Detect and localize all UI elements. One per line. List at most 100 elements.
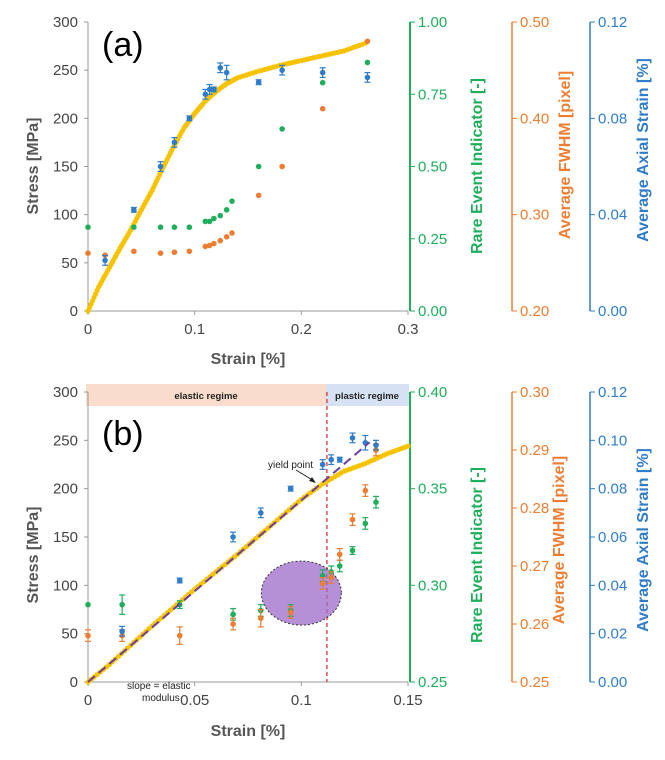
b-strain-point: [336, 456, 343, 463]
b-rare-point: [373, 499, 379, 506]
b-strain-tick-label: 0.08: [598, 481, 627, 498]
b-fwhm-point: [328, 574, 335, 581]
b-x-tick-label: 0: [84, 692, 92, 709]
b-stress-tick-label: 50: [61, 626, 78, 643]
a-strain-point: [102, 257, 108, 264]
panel-a-label: (a): [102, 26, 144, 64]
panel-b: elastic regime plastic regime 0 50 100 150 2…: [25, 384, 652, 740]
b-rare-tick-label: 0.35: [418, 481, 447, 498]
b-fwhm-point: [85, 632, 91, 639]
a-x-tick-label: 0: [84, 321, 92, 338]
a-rare-point: [229, 198, 235, 204]
a-rare-point: [171, 224, 178, 230]
a-rare-tick-label: 0.50: [418, 159, 447, 176]
a-fwhm-point: [157, 250, 164, 256]
a-stress-tick-label: 50: [61, 255, 78, 272]
elastic-regime-band: [86, 384, 326, 406]
a-strain-point: [171, 139, 178, 146]
b-stress-tick-label: 150: [53, 529, 78, 546]
a-strain-point: [206, 86, 213, 93]
b-fwhm-tick-label: 0.30: [520, 384, 549, 401]
panel-a-stress-axis-label: Stress [MPa]: [25, 118, 42, 215]
b-x-tick-label: 0.05: [180, 692, 209, 709]
a-rare-point: [202, 218, 209, 225]
a-strain-point: [255, 79, 262, 86]
plastic-regime-band: [326, 384, 409, 406]
panel-a-rare-axis-label: Rare Event Indicator [-]: [469, 78, 486, 254]
a-rare-point: [131, 224, 137, 230]
b-fwhm-point: [336, 551, 343, 558]
yield-point-arrowhead: [309, 477, 316, 483]
a-fwhm-tick-label: 0.40: [520, 110, 549, 127]
b-strain-tick-label: 0.04: [598, 577, 627, 594]
a-rare-point: [157, 224, 164, 230]
a-rare-tick-label: 0.25: [418, 231, 447, 248]
b-fwhm-point: [176, 632, 183, 639]
b-strain-point: [287, 485, 294, 492]
b-rare-tick-label: 0.40: [418, 384, 447, 401]
a-stress-tick-label: 150: [53, 159, 78, 176]
a-strain-tick-label: 0.08: [598, 110, 627, 127]
a-rare-tick-label: 1.00: [418, 14, 447, 31]
a-fwhm-point: [206, 242, 213, 249]
b-strain-tick-label: 0.06: [598, 529, 627, 546]
a-rare-point: [319, 79, 326, 86]
a-rare-point: [217, 212, 224, 219]
a-fwhm-point: [211, 240, 217, 247]
a-fwhm-point: [186, 248, 193, 255]
b-stress-tick-label: 300: [53, 384, 78, 401]
a-rare-point: [223, 207, 230, 213]
a-fwhm-point: [229, 230, 235, 236]
panel-b-stress-axis-label: Stress [MPa]: [25, 507, 42, 604]
elastic-regime-label: elastic regime: [174, 391, 237, 402]
b-strain-tick-label: 0.00: [598, 674, 627, 691]
a-strain-point: [211, 86, 217, 93]
a-rare-point: [364, 59, 371, 66]
a-strain-point: [131, 207, 137, 213]
a-fwhm-tick-label: 0.30: [520, 207, 549, 224]
a-strain-point: [202, 91, 209, 98]
a-strain-point: [364, 74, 371, 81]
b-stress-tick-label: 250: [53, 432, 78, 449]
b-rare-tick-label: 0.30: [418, 577, 447, 594]
b-fwhm-point: [319, 580, 326, 587]
b-x-tick-label: 0.1: [291, 692, 312, 709]
a-stress-tick-label: 100: [53, 207, 78, 224]
a-fwhm-point: [223, 234, 230, 240]
b-stress-tick-label: 0: [70, 674, 78, 691]
a-rare-tick-label: 0.00: [418, 303, 447, 320]
b-strain-point: [349, 435, 356, 441]
b-x-tick-label: 0.15: [393, 692, 422, 709]
b-rare-point: [119, 601, 125, 608]
plastic-regime-label: plastic regime: [335, 391, 399, 402]
a-fwhm-point: [319, 105, 326, 112]
b-strain-point: [328, 456, 335, 463]
b-stress-tick-label: 200: [53, 481, 78, 498]
b-fwhm-tick-label: 0.25: [520, 674, 549, 691]
panel-b-fwhm-axis-label: Average FWHM [pixel]: [551, 456, 568, 624]
panel-a-x-axis-label: Strain [%]: [211, 351, 286, 368]
slope-annotation-line2: modulus: [142, 693, 180, 704]
b-strain-point: [258, 510, 264, 516]
a-strain-tick-label: 0.04: [598, 207, 627, 224]
b-fwhm-tick-label: 0.29: [520, 442, 549, 459]
a-stress-tick-label: 0: [70, 303, 78, 320]
a-fwhm-point: [131, 248, 137, 255]
a-fwhm-tick-label: 0.20: [520, 303, 549, 320]
b-strain-point: [230, 534, 236, 540]
a-strain-point: [217, 64, 224, 71]
a-x-tick-label: 0.1: [184, 321, 205, 338]
a-fwhm-point: [279, 163, 285, 170]
a-strain-point: [186, 115, 193, 122]
b-rare-point: [230, 611, 236, 618]
b-fwhm-point: [230, 621, 236, 627]
a-strain-tick-label: 0.12: [598, 14, 627, 31]
a-rare-point: [255, 163, 262, 170]
b-strain-tick-label: 0.10: [598, 432, 627, 449]
a-x-tick-label: 0.2: [291, 321, 312, 338]
b-fwhm-tick-label: 0.28: [520, 500, 549, 517]
slope-annotation-line1: slope = elastic: [127, 681, 191, 692]
a-fwhm-point: [364, 38, 371, 45]
a-fwhm-point: [85, 250, 91, 256]
